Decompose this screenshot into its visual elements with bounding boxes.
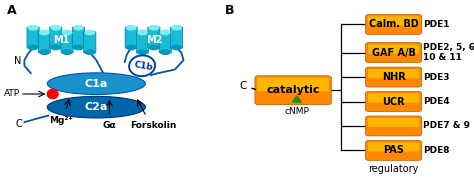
Text: Calm. BD: Calm. BD bbox=[369, 19, 419, 30]
FancyBboxPatch shape bbox=[171, 27, 182, 48]
Ellipse shape bbox=[28, 45, 38, 50]
Text: A: A bbox=[7, 4, 17, 17]
Ellipse shape bbox=[47, 73, 146, 94]
Ellipse shape bbox=[40, 30, 49, 35]
Text: M2: M2 bbox=[146, 35, 162, 45]
Ellipse shape bbox=[51, 26, 61, 30]
FancyBboxPatch shape bbox=[27, 27, 39, 48]
Ellipse shape bbox=[161, 50, 170, 54]
Text: PDE1: PDE1 bbox=[423, 20, 450, 29]
FancyBboxPatch shape bbox=[365, 67, 422, 87]
Text: PDE2, 5, 6,
10 & 11: PDE2, 5, 6, 10 & 11 bbox=[423, 43, 474, 62]
Ellipse shape bbox=[127, 45, 136, 50]
FancyBboxPatch shape bbox=[84, 32, 96, 53]
Text: N: N bbox=[14, 56, 21, 66]
Ellipse shape bbox=[138, 30, 147, 35]
Ellipse shape bbox=[63, 50, 72, 54]
FancyBboxPatch shape bbox=[368, 118, 419, 127]
Ellipse shape bbox=[127, 26, 136, 30]
FancyBboxPatch shape bbox=[368, 93, 419, 103]
Text: ATP: ATP bbox=[4, 89, 20, 99]
FancyBboxPatch shape bbox=[73, 27, 84, 48]
Ellipse shape bbox=[149, 26, 159, 30]
Ellipse shape bbox=[172, 45, 181, 50]
Ellipse shape bbox=[172, 26, 181, 30]
FancyBboxPatch shape bbox=[125, 27, 137, 48]
Text: cNMP: cNMP bbox=[284, 107, 310, 116]
Text: PDE3: PDE3 bbox=[423, 73, 450, 82]
FancyBboxPatch shape bbox=[61, 32, 73, 53]
Ellipse shape bbox=[138, 50, 147, 54]
Ellipse shape bbox=[63, 30, 72, 35]
Text: PDE8: PDE8 bbox=[423, 146, 450, 155]
Text: C: C bbox=[239, 81, 246, 92]
FancyBboxPatch shape bbox=[255, 76, 331, 105]
Text: C: C bbox=[16, 119, 22, 129]
Ellipse shape bbox=[40, 50, 49, 54]
Ellipse shape bbox=[149, 45, 159, 50]
FancyBboxPatch shape bbox=[365, 14, 422, 34]
Text: GAF A/B: GAF A/B bbox=[372, 48, 416, 58]
Ellipse shape bbox=[85, 30, 94, 35]
FancyBboxPatch shape bbox=[50, 27, 62, 48]
Text: PDE4: PDE4 bbox=[423, 97, 450, 106]
Text: C1b: C1b bbox=[133, 60, 154, 72]
Text: catalytic: catalytic bbox=[266, 85, 320, 95]
Text: M1: M1 bbox=[53, 35, 70, 45]
FancyBboxPatch shape bbox=[159, 32, 171, 53]
Text: C2a: C2a bbox=[85, 102, 108, 112]
FancyBboxPatch shape bbox=[365, 140, 422, 160]
Text: NHR: NHR bbox=[382, 72, 405, 82]
Text: Forskolin: Forskolin bbox=[130, 121, 176, 130]
Text: regulatory: regulatory bbox=[368, 164, 419, 174]
Ellipse shape bbox=[74, 45, 83, 50]
FancyBboxPatch shape bbox=[257, 78, 329, 91]
FancyBboxPatch shape bbox=[368, 69, 419, 78]
Ellipse shape bbox=[28, 26, 38, 30]
Text: UCR: UCR bbox=[383, 96, 405, 107]
FancyBboxPatch shape bbox=[365, 43, 422, 63]
Text: PDE7 & 9: PDE7 & 9 bbox=[423, 121, 470, 130]
Ellipse shape bbox=[74, 26, 83, 30]
FancyBboxPatch shape bbox=[368, 45, 419, 54]
Text: Mg²⁺: Mg²⁺ bbox=[49, 116, 73, 125]
FancyBboxPatch shape bbox=[38, 32, 51, 53]
Ellipse shape bbox=[51, 45, 61, 50]
FancyBboxPatch shape bbox=[148, 27, 160, 48]
Ellipse shape bbox=[85, 50, 94, 54]
FancyBboxPatch shape bbox=[365, 116, 422, 136]
Polygon shape bbox=[292, 96, 301, 102]
Text: Gα: Gα bbox=[102, 121, 116, 130]
Circle shape bbox=[47, 89, 58, 99]
FancyBboxPatch shape bbox=[137, 32, 149, 53]
Text: C1a: C1a bbox=[85, 79, 108, 89]
Text: B: B bbox=[225, 4, 235, 17]
Text: PAS: PAS bbox=[383, 145, 404, 155]
FancyBboxPatch shape bbox=[365, 92, 422, 111]
FancyBboxPatch shape bbox=[368, 16, 419, 26]
FancyBboxPatch shape bbox=[368, 142, 419, 152]
Ellipse shape bbox=[161, 30, 170, 35]
Ellipse shape bbox=[47, 96, 146, 118]
